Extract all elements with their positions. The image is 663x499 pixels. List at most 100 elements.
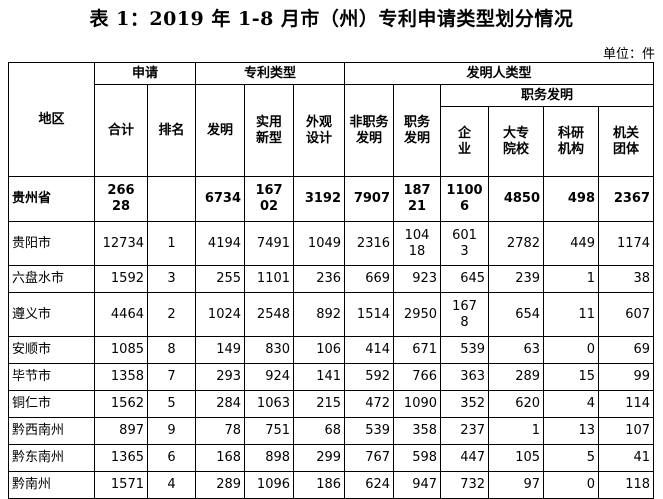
cell-enterprise: 237 — [440, 417, 490, 445]
table-row: 贵阳市 12734 1 4194 7491 1049 2316 10418 60… — [8, 221, 655, 266]
cell-research: 498 — [543, 176, 600, 222]
cell-utility: 7491 — [244, 221, 295, 266]
cell-enterprise: 352 — [440, 390, 490, 418]
table-row: 遵义市 4464 2 1024 2548 892 1514 2950 1678 … — [8, 292, 655, 337]
cell-total: 26628 — [94, 176, 148, 222]
cell-research: 13 — [543, 417, 600, 445]
cell-enterprise: 447 — [440, 444, 490, 472]
cell-university: 654 — [488, 292, 545, 337]
cell-total: 1592 — [94, 265, 148, 293]
cell-non-service: 592 — [344, 363, 395, 391]
cell-government: 38 — [598, 265, 655, 293]
cell-service: 18721 — [393, 176, 442, 222]
cell-design: 68 — [293, 417, 346, 445]
header-rank: 排名 — [146, 84, 197, 177]
cell-rank: 6 — [146, 444, 197, 472]
table-row: 黔西南州 897 9 78 751 68 539 358 237 1 13 10… — [8, 417, 655, 445]
cell-total: 4464 — [94, 292, 148, 337]
header-non-service: 非职务发明 — [344, 84, 395, 177]
cell-utility: 924 — [244, 363, 295, 391]
cell-design: 106 — [293, 336, 346, 364]
table-row: 铜仁市 1562 5 284 1063 215 472 1090 352 620… — [8, 390, 655, 418]
cell-utility: 1063 — [244, 390, 295, 418]
cell-utility: 2548 — [244, 292, 295, 337]
cell-rank: 2 — [146, 292, 197, 337]
table-row: 贵州省 26628 6734 16702 3192 7907 18721 110… — [8, 176, 655, 222]
cell-service: 947 — [393, 471, 442, 499]
cell-design: 215 — [293, 390, 346, 418]
cell-total: 897 — [94, 417, 148, 445]
cell-university: 239 — [488, 265, 545, 293]
cell-non-service: 7907 — [344, 176, 395, 222]
header-service-invention: 职务发明 — [440, 84, 655, 107]
cell-region: 遵义市 — [8, 292, 95, 337]
cell-design: 1049 — [293, 221, 346, 266]
cell-government: 607 — [598, 292, 655, 337]
cell-utility: 898 — [244, 444, 295, 472]
table-row: 毕节市 1358 7 293 924 141 592 766 363 289 1… — [8, 363, 655, 391]
cell-total: 1085 — [94, 336, 148, 364]
cell-region: 安顺市 — [8, 336, 95, 364]
cell-university: 1 — [488, 417, 545, 445]
cell-region: 黔西南州 — [8, 417, 95, 445]
cell-rank: 7 — [146, 363, 197, 391]
cell-invention: 255 — [195, 265, 246, 293]
cell-total: 1562 — [94, 390, 148, 418]
cell-research: 11 — [543, 292, 600, 337]
cell-rank: 5 — [146, 390, 197, 418]
cell-service: 358 — [393, 417, 442, 445]
header-row-1: 地区 申请 专利类型 发明人类型 — [8, 62, 655, 177]
cell-university: 2782 — [488, 221, 545, 266]
cell-enterprise: 363 — [440, 363, 490, 391]
cell-invention: 149 — [195, 336, 246, 364]
cell-research: 1 — [543, 265, 600, 293]
cell-rank: 3 — [146, 265, 197, 293]
cell-invention: 289 — [195, 471, 246, 499]
cell-utility: 16702 — [244, 176, 295, 222]
cell-research: 5 — [543, 444, 600, 472]
header-design: 外观设计 — [293, 84, 346, 177]
cell-design: 141 — [293, 363, 346, 391]
cell-research: 0 — [543, 336, 600, 364]
header-government: 机关团体 — [598, 106, 655, 177]
header-total: 合计 — [94, 84, 148, 177]
header-research: 科研机构 — [543, 106, 600, 177]
cell-government: 1174 — [598, 221, 655, 266]
cell-research: 4 — [543, 390, 600, 418]
cell-enterprise: 732 — [440, 471, 490, 499]
cell-non-service: 539 — [344, 417, 395, 445]
header-row-2: 合计 排名 发明 实用新型 外观设计 非职务发明 职务发明 职务发明 — [9, 84, 655, 177]
cell-university: 620 — [488, 390, 545, 418]
cell-region: 毕节市 — [8, 363, 95, 391]
cell-rank: 1 — [146, 221, 197, 266]
cell-enterprise: 11006 — [440, 176, 490, 222]
cell-non-service: 2316 — [344, 221, 395, 266]
cell-non-service: 669 — [344, 265, 395, 293]
cell-invention: 1024 — [195, 292, 246, 337]
cell-enterprise: 6013 — [440, 221, 490, 266]
cell-rank: 4 — [146, 471, 197, 499]
cell-government: 99 — [598, 363, 655, 391]
cell-rank — [146, 176, 197, 222]
cell-university: 97 — [488, 471, 545, 499]
header-utility: 实用新型 — [244, 84, 295, 177]
table-row: 黔南州 1571 4 289 1096 186 624 947 732 97 0… — [8, 471, 655, 499]
cell-university: 289 — [488, 363, 545, 391]
cell-total: 1365 — [94, 444, 148, 472]
cell-rank: 8 — [146, 336, 197, 364]
cell-region: 贵州省 — [8, 176, 95, 222]
cell-service: 2950 — [393, 292, 442, 337]
header-region: 地区 — [8, 62, 95, 177]
cell-government: 114 — [598, 390, 655, 418]
cell-design: 236 — [293, 265, 346, 293]
cell-service: 766 — [393, 363, 442, 391]
cell-service: 671 — [393, 336, 442, 364]
header-patent-type: 专利类型 — [195, 62, 346, 85]
cell-total: 12734 — [94, 221, 148, 266]
cell-non-service: 1514 — [344, 292, 395, 337]
cell-rank: 9 — [146, 417, 197, 445]
cell-service: 10418 — [393, 221, 442, 266]
cell-service: 1090 — [393, 390, 442, 418]
cell-non-service: 414 — [344, 336, 395, 364]
cell-service: 598 — [393, 444, 442, 472]
